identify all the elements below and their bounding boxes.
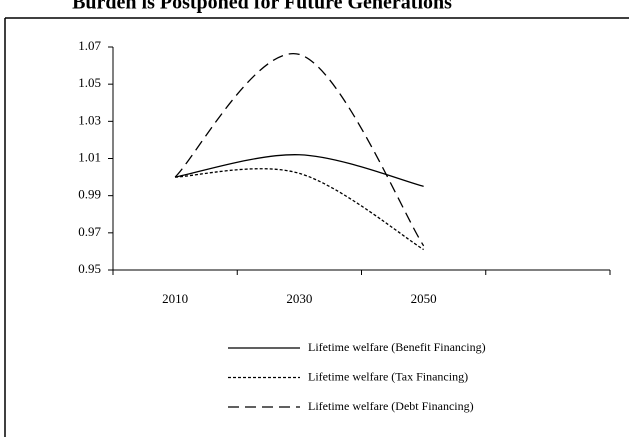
x-tick-label: 2050 — [411, 291, 437, 306]
x-tick-label: 2030 — [286, 291, 312, 306]
legend-label: Lifetime welfare (Tax Financing) — [308, 369, 468, 383]
legend-label: Lifetime welfare (Benefit Financing) — [308, 340, 486, 354]
x-tick-label: 2010 — [162, 291, 188, 306]
y-tick-label: 1.03 — [78, 112, 101, 127]
series-line — [175, 154, 424, 188]
y-tick-label: 0.95 — [78, 261, 101, 276]
series-line — [175, 168, 424, 251]
y-tick-label: 1.05 — [78, 75, 101, 90]
y-tick-label: 0.97 — [78, 224, 101, 239]
y-tick-label: 1.01 — [78, 149, 101, 164]
y-tick-label: 0.99 — [78, 187, 101, 202]
chart-title: Burden is Postponed for Future Generatio… — [72, 0, 452, 14]
series-line — [174, 53, 425, 247]
y-tick-label: 1.07 — [78, 38, 101, 53]
legend-label: Lifetime welfare (Debt Financing) — [308, 399, 474, 413]
